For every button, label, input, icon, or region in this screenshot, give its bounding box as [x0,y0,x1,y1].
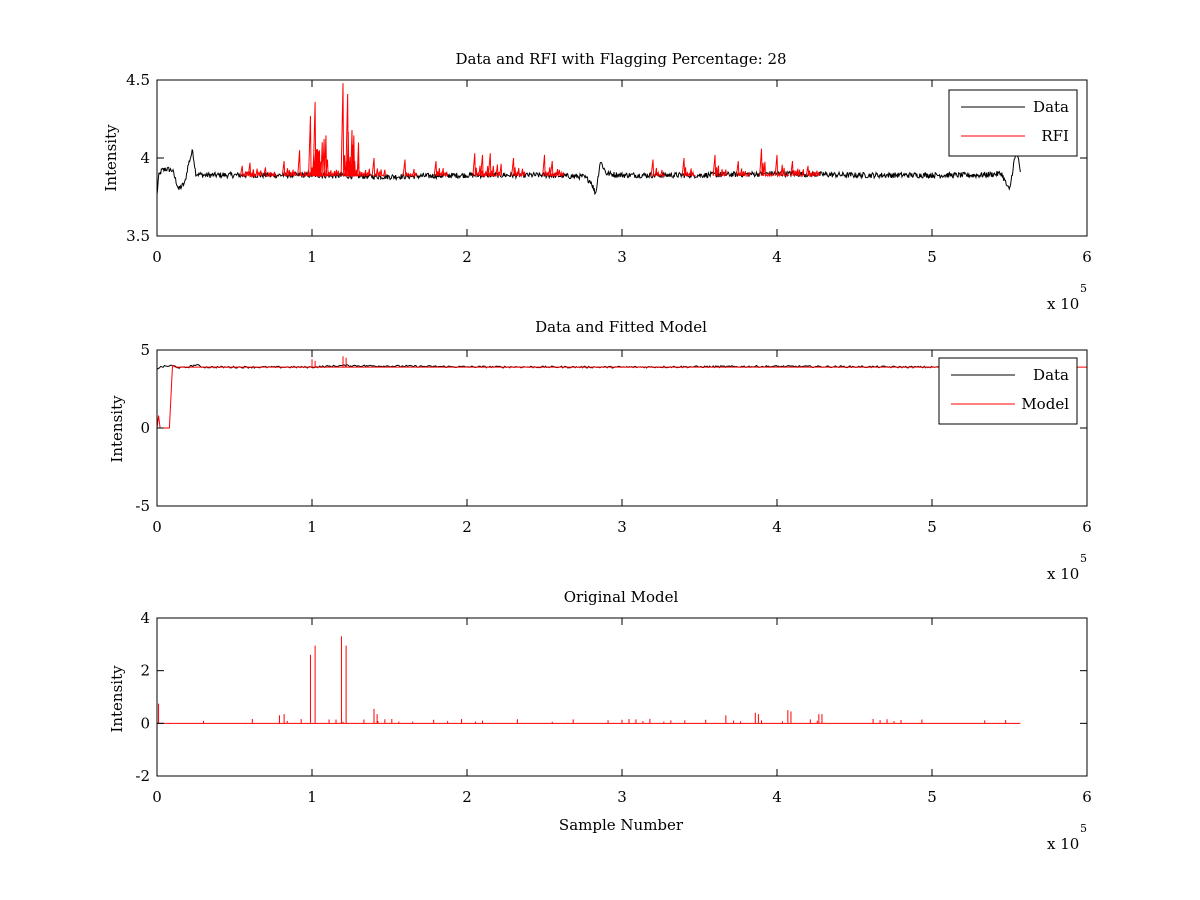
subplot-2-exponent-power: 5 [1080,552,1087,565]
x-tick-label: 6 [1082,518,1092,536]
subplot-2-exponent-label: x 10 [1047,565,1079,583]
x-tick-label: 4 [772,788,782,806]
y-tick-label: 5 [140,341,150,359]
x-tick-label: 2 [462,248,472,266]
y-tick-label: 0 [140,419,150,437]
y-tick-label: 4.5 [126,71,150,89]
legend: Data Model [938,357,1078,425]
y-tick-label: 2 [140,662,150,680]
x-tick-label: 5 [927,518,937,536]
subplot-2-title: Data and Fitted Model [535,318,707,336]
subplot-2: Data and Fitted Model Intensity x 10 5 0… [108,318,1092,583]
plot-lines [157,636,1021,724]
legend-box [948,89,1078,157]
y-tick-label: 3.5 [126,227,150,245]
subplot-3-xlabel: Sample Number [559,816,684,834]
x-tick-label: 5 [927,788,937,806]
subplot-1-exponent-power: 5 [1080,282,1087,295]
subplot-3: Original Model Intensity Sample Number x… [108,588,1092,853]
x-tick-label: 1 [307,518,317,536]
x-tick-label: 1 [307,248,317,266]
subplot-2-ylabel: Intensity [108,395,126,463]
x-tick-label: 5 [927,248,937,266]
model-line [157,356,1087,429]
y-tick-label: -5 [135,497,150,515]
subplot-1-ylabel: Intensity [102,124,120,192]
x-tick-label: 4 [772,248,782,266]
legend-label: Model [1021,395,1069,413]
y-tick-label: 4 [140,609,150,627]
x-tick-label: 2 [462,788,472,806]
model-line [157,636,1021,724]
y-tick-label: 4 [140,149,150,167]
subplot-1-plot-area: 0 1 2 3 4 5 6 3.5 4 4.5 Data RFI [126,71,1092,266]
subplot-3-ylabel: Intensity [108,665,126,733]
plot-lines [157,356,1087,429]
plot-background [157,80,1087,236]
x-tick-label: 6 [1082,788,1092,806]
subplot-3-exponent-label: x 10 [1047,835,1079,853]
subplot-1-exponent-label: x 10 [1047,295,1079,313]
x-tick-label: 4 [772,518,782,536]
subplot-1: Data and RFI with Flagging Percentage: 2… [102,50,1092,313]
x-tick-label: 3 [617,248,627,266]
legend-label: Data [1033,98,1069,116]
x-tick-label: 0 [152,518,162,536]
legend-label: Data [1033,366,1069,384]
x-tick-label: 1 [307,788,317,806]
x-tick-label: 0 [152,248,162,266]
subplot-3-exponent-power: 5 [1080,822,1087,835]
legend-label: RFI [1041,127,1069,145]
legend-box [938,357,1078,425]
y-tick-label: -2 [135,767,150,785]
x-tick-label: 2 [462,518,472,536]
x-tick-label: 6 [1082,248,1092,266]
x-tick-label: 0 [152,788,162,806]
x-tick-label: 3 [617,518,627,536]
plot-lines [157,83,1021,196]
subplot-1-title: Data and RFI with Flagging Percentage: 2… [455,50,786,68]
subplot-3-title: Original Model [564,588,679,606]
plot-background [157,618,1087,776]
plot-background [157,350,1087,506]
legend: Data RFI [948,89,1078,157]
rfi-line [239,83,820,178]
x-tick-label: 3 [617,788,627,806]
y-tick-label: 0 [140,714,150,732]
